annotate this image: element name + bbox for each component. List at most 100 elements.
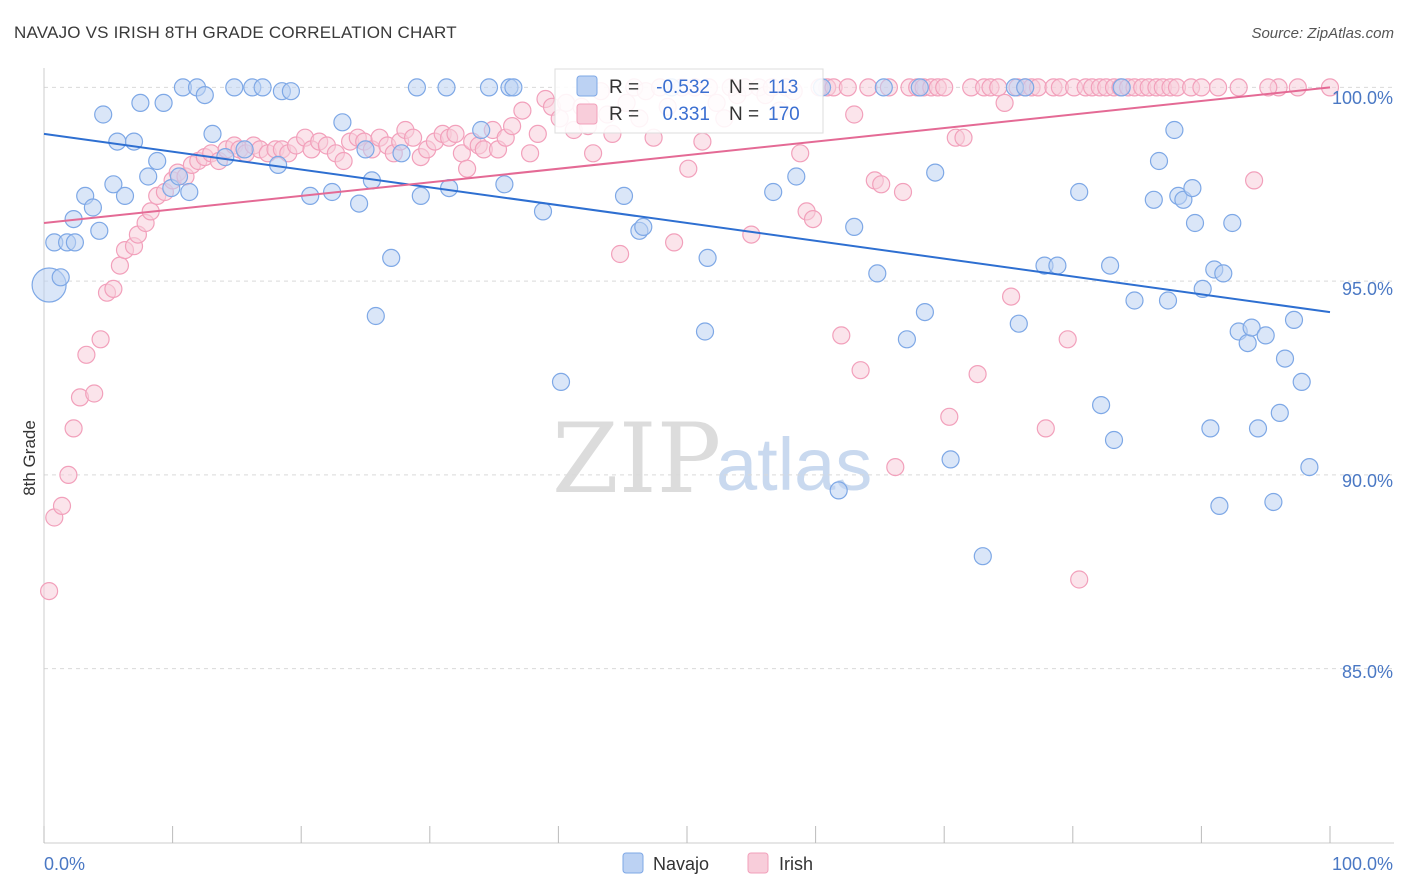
watermark-atlas: atlas (716, 423, 872, 506)
stats-box-frame (554, 68, 824, 134)
irish-point (1036, 419, 1055, 438)
navajo-point (1238, 334, 1257, 353)
navajo-point (392, 144, 411, 163)
navajo-point (411, 186, 430, 205)
legend-swatch-navajo (622, 852, 644, 874)
navajo-point (634, 217, 653, 236)
x-tick-label-max: 100.0% (1332, 854, 1393, 874)
irish-point (1259, 78, 1278, 97)
irish-point (52, 496, 72, 515)
navajo-point (533, 202, 553, 221)
irish-point (832, 326, 851, 345)
irish-point (520, 144, 540, 163)
navajo-point (94, 105, 113, 124)
navajo-point (139, 167, 158, 186)
navajo-point (926, 163, 945, 182)
navajo-point (1112, 78, 1131, 97)
navajo-point (90, 221, 109, 240)
navajo-point (437, 78, 456, 97)
irish-point (1208, 78, 1228, 97)
navajo-trend-line (43, 132, 1331, 314)
stats-r-value-navajo: -0.532 (656, 77, 710, 98)
irish-point (859, 78, 878, 97)
navajo-point (1256, 326, 1275, 345)
navajo-point (333, 113, 352, 132)
navajo-point (764, 182, 783, 202)
irish-point (935, 78, 954, 97)
navajo-point (356, 140, 375, 159)
legend: Navajo Irish (622, 852, 813, 874)
legend-label-navajo: Navajo (653, 854, 709, 874)
navajo-point (941, 450, 960, 469)
navajo-point (472, 120, 491, 140)
irish-point (77, 345, 96, 364)
stats-r-value-irish: 0.331 (662, 104, 710, 125)
navajo-point (148, 151, 167, 171)
navajo-point (104, 175, 123, 194)
irish-point (404, 128, 423, 147)
y-axis-label: 8th Grade (20, 420, 39, 496)
irish-point (64, 419, 83, 438)
navajo-point (350, 194, 369, 213)
navajo-point (551, 372, 571, 391)
source-label: Source: ZipAtlas.com (1251, 25, 1394, 42)
irish-point (872, 175, 891, 194)
irish-point (85, 384, 104, 403)
irish-point (610, 244, 630, 264)
navajo-point (1270, 403, 1289, 422)
navajo-point (695, 322, 715, 341)
navajo-points (31, 78, 1319, 566)
navajo-point (1223, 213, 1242, 233)
legend-swatch-irish (747, 852, 769, 874)
navajo-point (1070, 182, 1089, 202)
navajo-point (235, 140, 254, 159)
irish-point (502, 116, 522, 136)
irish-point (39, 581, 59, 601)
irish-point (446, 124, 465, 143)
irish-point (845, 105, 864, 124)
irish-point (679, 159, 698, 178)
irish-point (1229, 78, 1248, 97)
navajo-point (83, 198, 103, 217)
irish-points (39, 78, 1340, 601)
irish-point (110, 256, 130, 275)
irish-point (664, 233, 684, 252)
stats-n-label-irish: N = (729, 104, 759, 125)
navajo-point (180, 182, 199, 202)
irish-point (893, 182, 913, 202)
stats-box: R = -0.532 N = 113 R = 0.331 N = 170 (554, 68, 824, 134)
irish-point (1070, 570, 1089, 589)
irish-point (742, 225, 761, 244)
navajo-point (1104, 430, 1124, 450)
irish-point (104, 279, 123, 298)
irish-point (1001, 287, 1021, 306)
stats-swatch-irish (576, 103, 598, 125)
navajo-point (1144, 190, 1163, 209)
irish-point (693, 132, 712, 151)
irish-point (886, 458, 905, 477)
navajo-point (495, 175, 514, 194)
navajo-point (915, 303, 935, 322)
irish-point (1192, 78, 1211, 97)
stats-r-label-navajo: R = (609, 77, 639, 98)
navajo-point (169, 167, 189, 186)
stats-n-value-navajo: 113 (768, 77, 798, 98)
irish-point (838, 78, 857, 97)
irish-point (583, 144, 603, 163)
navajo-point (195, 85, 214, 105)
navajo-point (1185, 213, 1205, 233)
irish-point (513, 101, 532, 120)
navajo-point (1248, 419, 1268, 438)
navajo-point (1300, 458, 1319, 477)
navajo-point (787, 167, 806, 186)
navajo-point (440, 179, 459, 198)
navajo-point (108, 132, 127, 151)
irish-point (989, 78, 1008, 97)
irish-point (59, 465, 78, 484)
navajo-point (1210, 496, 1229, 515)
navajo-point (504, 78, 523, 97)
navajo-point (203, 124, 222, 143)
trend-lines (43, 86, 1331, 314)
irish-point (458, 159, 477, 178)
